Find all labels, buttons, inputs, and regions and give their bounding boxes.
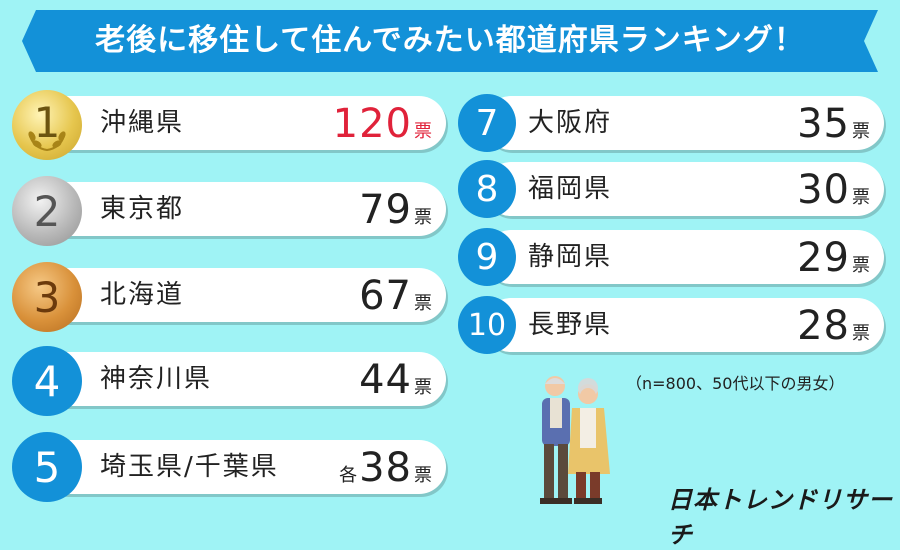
title-banner: 老後に移住して住んでみたい都道府県ランキング！ <box>22 10 878 72</box>
gold-medal-badge: 1 <box>12 90 82 160</box>
prefecture-name: 長野県 <box>528 310 613 340</box>
vote-unit: 票 <box>414 293 432 314</box>
vote-count: 44 票 <box>359 352 432 406</box>
vote-unit: 票 <box>852 255 870 276</box>
rank-badge: 4 <box>12 346 82 416</box>
sample-note: （n=800、50代以下の男女） <box>626 374 845 393</box>
prefecture-name: 静岡県 <box>528 242 613 272</box>
vote-unit: 票 <box>852 121 870 142</box>
vote-number: 28 <box>797 303 850 349</box>
rank-badge: 7 <box>458 94 516 152</box>
ranking-row-5: 埼玉県/千葉県 各38 票 <box>40 440 446 494</box>
prefecture-name: 北海道 <box>100 280 185 310</box>
vote-number: 79 <box>359 187 412 233</box>
vote-number: 38 <box>359 445 412 491</box>
vote-count: 120 票 <box>333 96 432 150</box>
vote-number: 120 <box>332 101 412 147</box>
banner-shape <box>22 10 878 72</box>
rank-badge: 5 <box>12 432 82 502</box>
prefecture-name: 東京都 <box>100 194 185 224</box>
vote-number: 44 <box>359 357 412 403</box>
ranking-row-4: 神奈川県 44 票 <box>40 352 446 406</box>
vote-count: 79 票 <box>359 182 432 236</box>
rank-badge: 8 <box>458 160 516 218</box>
vote-count: 67 票 <box>359 268 432 322</box>
vote-unit: 票 <box>414 207 432 228</box>
vote-number: 30 <box>797 167 850 213</box>
ranking-row-1: 沖縄県 120 票 <box>40 96 446 150</box>
rank-number: 10 <box>467 307 507 343</box>
prefecture-name: 大阪府 <box>528 108 613 138</box>
vote-unit: 票 <box>414 377 432 398</box>
vote-number: 67 <box>359 273 412 319</box>
rank-number: 4 <box>33 356 61 406</box>
vote-count: 28 票 <box>797 298 870 352</box>
ranking-row-3: 北海道 67 票 <box>40 268 446 322</box>
rank-number: 9 <box>475 236 499 278</box>
vote-count: 各38 票 <box>339 440 432 494</box>
prefecture-name: 埼玉県/千葉県 <box>100 452 279 482</box>
elderly-couple-illustration <box>540 376 610 504</box>
ranking-row-10: 長野県 28 票 <box>484 298 884 352</box>
page-title: 老後に移住して住んでみたい都道府県ランキング！ <box>95 23 805 58</box>
vote-number: 35 <box>797 101 850 147</box>
rank-badge: 10 <box>458 296 516 354</box>
silver-medal-badge: 2 <box>12 176 82 246</box>
rank-badge: 9 <box>458 228 516 286</box>
vote-number: 29 <box>797 235 850 281</box>
vote-unit: 票 <box>414 465 432 486</box>
rank-number: 5 <box>33 442 61 492</box>
vote-unit: 票 <box>414 121 432 142</box>
ranking-row-9: 静岡県 29 票 <box>484 230 884 284</box>
vote-count: 29 票 <box>797 230 870 284</box>
rank-number: 8 <box>475 168 499 210</box>
rank-number: 3 <box>33 272 61 322</box>
bronze-medal-badge: 3 <box>12 262 82 332</box>
rank-number: 2 <box>33 186 61 236</box>
ranking-row-2: 東京都 79 票 <box>40 182 446 236</box>
laurel-icon <box>28 131 66 152</box>
vote-unit: 票 <box>852 323 870 344</box>
prefecture-name: 福岡県 <box>528 174 613 204</box>
ranking-row-7: 大阪府 35 票 <box>484 96 884 150</box>
prefecture-name: 沖縄県 <box>100 108 185 138</box>
rank-number: 1 <box>33 97 61 147</box>
vote-prefix: 各 <box>339 465 358 486</box>
ranking-row-8: 福岡県 30 票 <box>484 162 884 216</box>
rank-number: 7 <box>475 102 499 144</box>
vote-count: 30 票 <box>797 162 870 216</box>
vote-count: 35 票 <box>797 96 870 150</box>
vote-unit: 票 <box>852 187 870 208</box>
prefecture-name: 神奈川県 <box>100 364 213 394</box>
brand-logo: 日本トレンドリサーチ <box>668 486 893 549</box>
